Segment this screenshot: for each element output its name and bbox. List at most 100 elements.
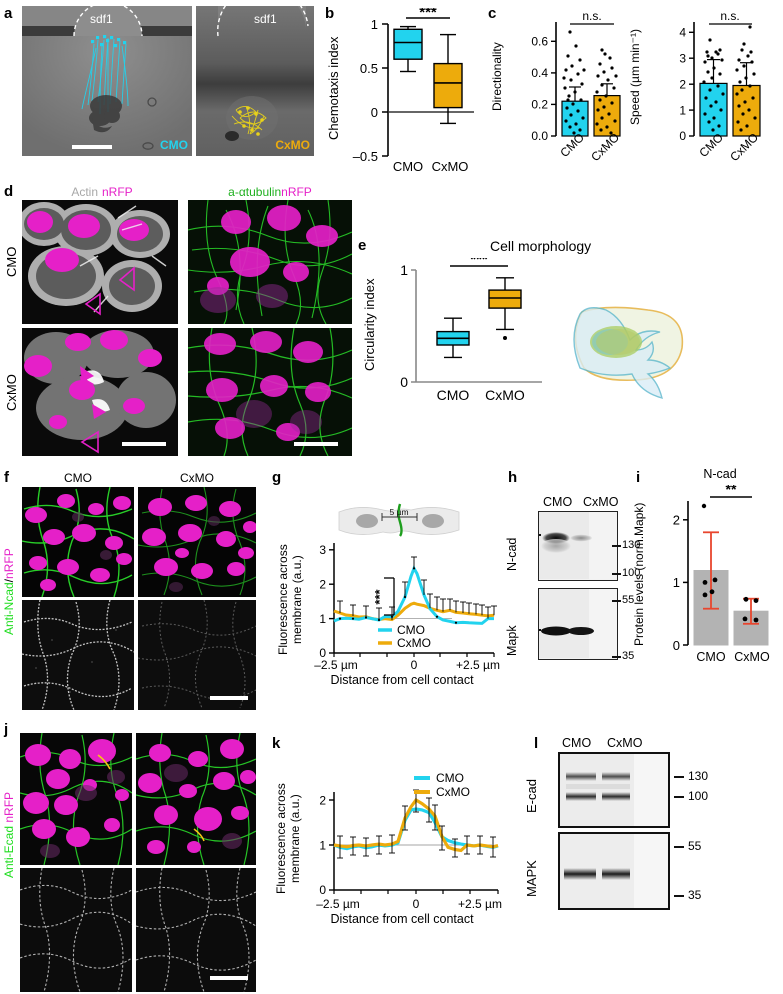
panel-letter-l: l <box>534 735 539 752</box>
panel-a-tag-cmo: CMO <box>160 138 188 152</box>
panel-letter-h: h <box>508 469 518 486</box>
svg-text:0: 0 <box>413 897 420 911</box>
svg-text:0: 0 <box>319 646 326 660</box>
svg-text:0: 0 <box>371 105 378 120</box>
svg-text:0.0: 0.0 <box>531 129 548 143</box>
panel-h-blot-label-mapk: Mapk <box>505 625 519 657</box>
panel-i-ylabel: Protein levels (norm.Mapk) <box>632 502 646 646</box>
svg-text:+2.5 µm: +2.5 µm <box>458 897 502 911</box>
svg-text:***: *** <box>419 8 437 21</box>
svg-text:1: 1 <box>400 262 408 278</box>
panel-l-lane-cmo: CMO <box>562 736 592 750</box>
svg-text:CMO: CMO <box>696 650 725 664</box>
panel-f-image-cxmo-merge <box>138 487 256 597</box>
panel-j-image-cxmo-merge <box>136 733 256 865</box>
panel-l-blot-label-mapk: MAPK <box>524 860 539 898</box>
panel-a-image-cxmo: sdf1 CxMO <box>196 6 314 156</box>
svg-text:1: 1 <box>371 17 378 32</box>
panel-c-ylabel-speed: Speed (µm min⁻¹) <box>628 29 642 125</box>
panel-i-title: N-cad <box>703 467 737 481</box>
panel-e-cell-schematic <box>560 290 760 400</box>
panel-h-mapk-marker-55: 55 <box>622 594 635 606</box>
panel-a-tag-cxmo: CxMO <box>275 138 310 152</box>
panel-h-ncad-marker-130: 130 <box>622 539 641 551</box>
panel-f-image-cmo-merge <box>22 487 134 597</box>
panel-g-ylabel: Fluorescence across membrane (a.u.) <box>276 544 304 656</box>
panel-j-image-cmo-gray <box>20 868 132 992</box>
panel-l-blot-mapk <box>558 832 670 910</box>
panel-j-rowlabel-space <box>2 823 16 826</box>
svg-text:***: *** <box>470 258 488 268</box>
svg-text:–2.5 µm: –2.5 µm <box>314 658 358 672</box>
panel-f-rowlabel: Anti-Ncad/nRFP <box>2 492 16 692</box>
panel-g-chart: 0 1 2 3 <box>276 535 502 687</box>
panel-l-ecad-tick-100 <box>674 796 684 798</box>
panel-l-blot-label-ecad: E-cad <box>524 779 539 813</box>
panel-d-image-cmo-actin <box>22 200 178 324</box>
svg-text:CxMO: CxMO <box>485 387 525 403</box>
panel-h-blot-ncad <box>538 511 618 581</box>
panel-j-rowlabel: Anti-Ecad nRFP <box>2 740 16 930</box>
svg-text:0: 0 <box>673 638 680 653</box>
panel-k-chart: 0 1 2 <box>274 770 507 926</box>
panel-d-header-tubulin-part1: a-αtubulin <box>228 185 282 199</box>
svg-text:CxMO: CxMO <box>432 159 469 173</box>
panel-j-image-cmo-merge <box>20 733 132 865</box>
panel-f-rowlabel-nrfp: nRFP <box>2 548 16 580</box>
panel-l-mapk-marker-55: 55 <box>688 839 702 853</box>
panel-d-header-actin-part2: nRFP <box>102 185 133 199</box>
panel-letter-k: k <box>272 735 281 752</box>
panel-d-rowlabel-cmo: CMO <box>4 246 19 278</box>
panel-e-title: Cell morphology <box>490 238 592 254</box>
panel-d-header-tubulin: a-αtubulinnRFP <box>188 185 352 199</box>
svg-text:0: 0 <box>400 374 408 390</box>
svg-text:1: 1 <box>319 839 326 853</box>
panel-h-lane-cxmo: CxMO <box>583 495 619 509</box>
panel-k-legend-cmo: CMO <box>436 771 464 785</box>
panel-c-chart-directionality: 0.0 0.2 0.4 0.6 <box>490 8 643 178</box>
panel-a-sdf1-label-left: sdf1 <box>90 12 113 26</box>
svg-text:–2.5 µm: –2.5 µm <box>316 897 360 911</box>
svg-text:0.6: 0.6 <box>531 35 548 49</box>
panel-h-lane-cmo: CMO <box>543 495 573 509</box>
panel-d-image-cxmo-actin <box>22 328 178 456</box>
panel-e-chart: 1 0 *** CMO CxMO Circularity index <box>362 258 550 408</box>
svg-text:0.2: 0.2 <box>531 98 548 112</box>
panel-h-marker-tick-35 <box>612 656 621 658</box>
panel-l-mapk-tick-55 <box>674 846 684 848</box>
panel-letter-g: g <box>272 469 282 486</box>
svg-text:0: 0 <box>411 658 418 672</box>
panel-d-header-actin: Actin nRFP <box>24 185 180 199</box>
panel-f-image-cxmo-gray <box>138 600 256 710</box>
panel-e-ylabel: Circularity index <box>362 278 377 372</box>
panel-b-chart: 1 0.5 0 –0.5 *** CMO CxMO Chemotaxis ind <box>326 8 480 173</box>
panel-h-marker-tick-55 <box>612 600 621 602</box>
panel-c-chart-speed: 0 1 2 3 4 <box>628 8 783 178</box>
panel-c-ylabel-directionality: Directionality <box>490 42 504 112</box>
svg-text:0: 0 <box>319 883 326 897</box>
panel-l-mapk-tick-35 <box>674 895 684 897</box>
svg-text:1: 1 <box>673 575 680 590</box>
panel-l-ecad-tick-130 <box>674 776 684 778</box>
svg-text:–0.5: –0.5 <box>353 149 378 164</box>
panel-f-rowlabel-ncad: Anti-Ncad <box>2 582 16 636</box>
panel-h-blot-mapk <box>538 588 618 660</box>
panel-k-legend-cxmo: CxMO <box>436 785 470 799</box>
panel-letter-e: e <box>358 237 367 254</box>
panel-letter-a: a <box>4 5 13 22</box>
svg-text:n.s.: n.s. <box>720 9 739 23</box>
panel-h-ncad-marker-100: 100 <box>622 567 641 579</box>
panel-f-header-cxmo: CxMO <box>180 471 214 485</box>
svg-text:***: *** <box>372 588 387 604</box>
panel-f-image-cmo-gray <box>22 600 134 710</box>
panel-h-marker-tick-100 <box>612 573 621 575</box>
panel-f-rowlabel-slash: / <box>2 579 16 583</box>
panel-g-legend-cmo: CMO <box>397 623 425 637</box>
panel-d-rowlabel-cxmo: CxMO <box>4 374 19 411</box>
panel-l-ecad-marker-130: 130 <box>688 769 709 783</box>
panel-k-xlabel: Distance from cell contact <box>330 912 474 926</box>
panel-h-ncad-pointer <box>539 534 541 536</box>
panel-d-header-tubulin-part2: nRFP <box>281 185 312 199</box>
panel-j-image-cxmo-gray <box>136 868 256 992</box>
svg-text:CMO: CMO <box>437 387 470 403</box>
